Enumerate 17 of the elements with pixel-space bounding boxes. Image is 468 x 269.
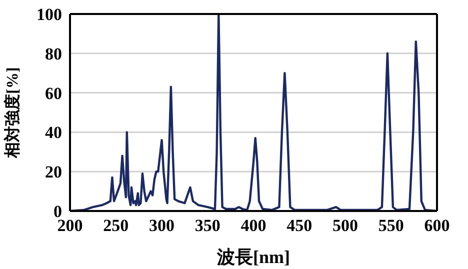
x-tick-label: 400 <box>240 216 266 236</box>
x-tick-label: 600 <box>424 216 450 236</box>
x-tick-label: 450 <box>286 216 312 236</box>
x-tick-label: 250 <box>103 216 129 236</box>
y-tick-label: 100 <box>36 5 62 24</box>
x-tick-label: 300 <box>149 216 174 236</box>
x-tick-label: 550 <box>378 216 404 236</box>
line-series <box>70 14 437 211</box>
y-tick-label: 20 <box>45 162 62 182</box>
x-tick-label: 500 <box>332 216 358 236</box>
y-axis-title: 相対強度[%] <box>2 67 22 159</box>
y-tick-label: 60 <box>45 84 62 103</box>
x-tick-label: 200 <box>57 216 83 236</box>
x-axis-title: 波長[nm] <box>216 247 290 267</box>
x-tick-label: 350 <box>194 216 220 236</box>
y-tick-label: 40 <box>45 123 62 142</box>
y-tick-label: 80 <box>45 44 62 64</box>
